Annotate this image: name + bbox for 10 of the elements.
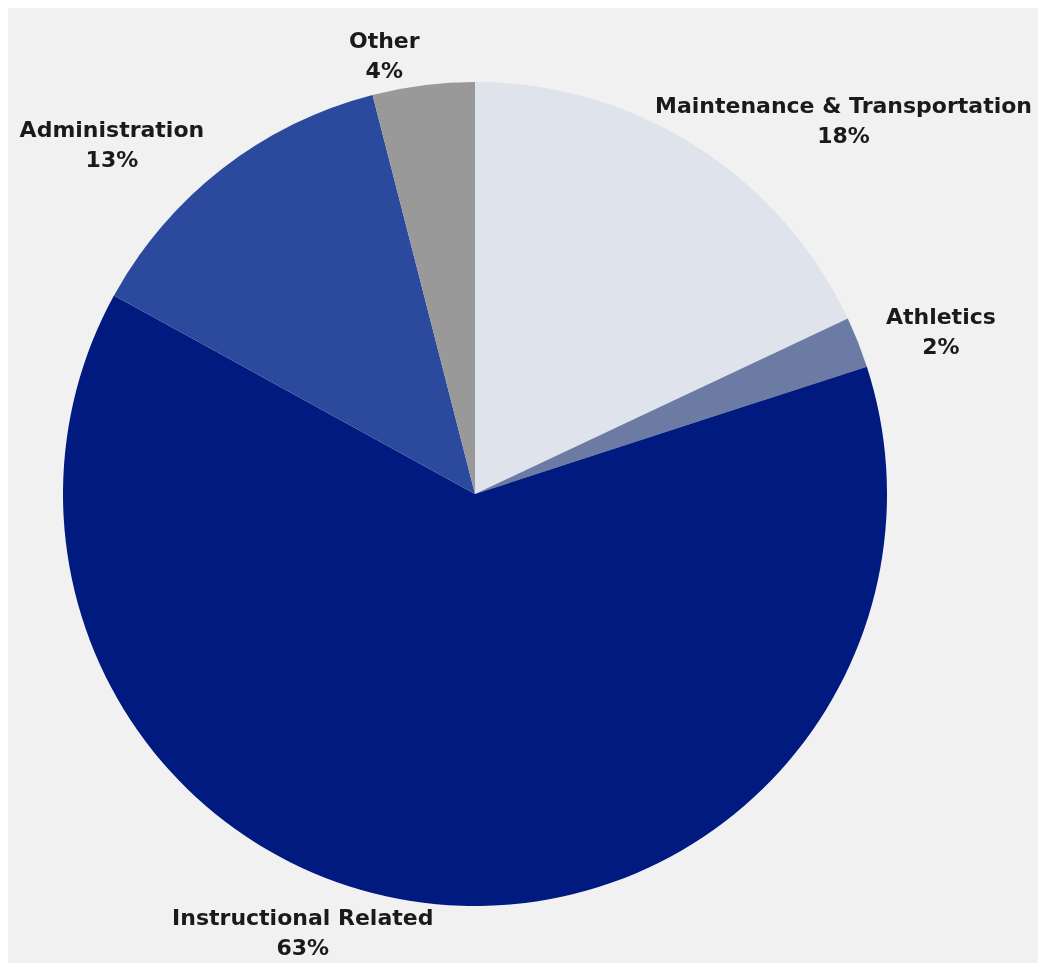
slice-label: Athletics [885, 303, 996, 329]
slice-label: Administration [19, 117, 205, 143]
slice-label: Other [348, 27, 420, 53]
data-label: 13% [85, 147, 139, 173]
data-label: 2% [922, 333, 960, 359]
data-label: 18% [817, 123, 870, 149]
data-label: 63% [276, 934, 330, 960]
slice-label: Instructional Related [172, 904, 434, 930]
data-label: 4% [365, 57, 403, 83]
slice-label: Maintenance & Transportation [655, 93, 1032, 119]
